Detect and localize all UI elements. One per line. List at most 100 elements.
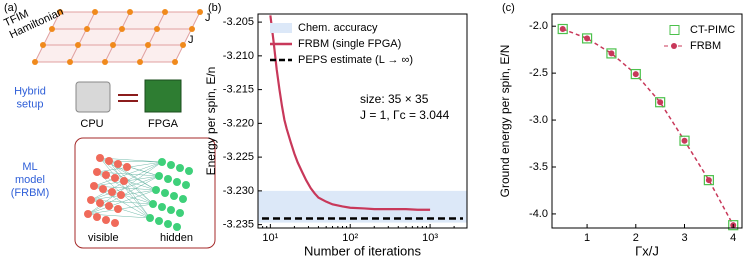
connection <box>87 189 157 215</box>
y-tick-label: -3.220 <box>223 117 254 129</box>
hidden-unit <box>164 175 172 183</box>
legend-label: PEPS estimate (L → ∞) <box>298 54 413 66</box>
hidden-unit <box>176 164 184 172</box>
hidden-unit <box>149 200 157 208</box>
x-tick-label: 2 <box>633 232 639 244</box>
hidden-unit <box>158 158 166 166</box>
hidden-unit <box>170 192 178 200</box>
visible-unit <box>120 177 128 185</box>
connection <box>108 160 151 219</box>
y-tick-label: -2.0 <box>529 20 548 32</box>
visible-unit <box>87 196 95 204</box>
visible-label: visible <box>88 232 119 244</box>
hidden-unit <box>158 203 166 211</box>
annotation: size: 35 × 35 <box>360 92 429 106</box>
hidden-unit <box>167 161 175 169</box>
model-label: ML model (FRBM) <box>11 161 50 199</box>
hidden-unit <box>182 181 190 189</box>
visible-unit <box>123 163 131 171</box>
hidden-unit <box>155 217 163 225</box>
legend-label: CT-PIMC <box>690 24 735 36</box>
marker <box>630 68 641 80</box>
plot: -3.205 -3.210 -3.215 -3.220 -3.225 -3.230 -3.2… <box>204 13 468 256</box>
hidden-unit <box>152 186 160 194</box>
cpu-label: CPU <box>80 118 103 130</box>
bond-label: J <box>205 12 211 24</box>
marker <box>632 71 639 78</box>
y-tick-label: -4.0 <box>529 208 548 220</box>
visible-unit <box>111 174 119 182</box>
y-tick-label: -3.225 <box>223 151 254 163</box>
hidden-unit <box>155 172 163 180</box>
panel-label: (c) <box>502 2 515 14</box>
y-tick-label: -3.5 <box>529 161 548 173</box>
legend-label: FRBM (single FPGA) <box>298 38 401 50</box>
y-tick-label: -3.235 <box>223 219 254 231</box>
panel-label: (a) <box>4 2 17 14</box>
visible-unit <box>96 199 104 207</box>
marker <box>606 48 617 59</box>
model-box <box>74 137 216 249</box>
plot: -2.0 -2.5 -3.0 -3.5 -4.0 1 2 3 4 Γx/J Ground energ… <box>498 13 743 256</box>
marker <box>705 177 712 184</box>
visible-unit <box>102 171 110 179</box>
marker <box>703 175 714 186</box>
y-axis-label: Energy per spin, E/n <box>204 67 218 176</box>
visible-unit <box>117 191 125 199</box>
visible-unit <box>105 202 113 210</box>
lattice <box>34 11 201 63</box>
fpga-icon <box>144 79 182 113</box>
legend-swatch <box>669 25 680 35</box>
hidden-unit <box>179 195 187 203</box>
visible-unit <box>99 185 107 193</box>
spins <box>32 9 203 65</box>
x-tick-label: 10³ <box>422 232 438 244</box>
x-tick-label: 10² <box>342 232 358 244</box>
panel-a: (a) TFIMHamiltonian J J Hybrid setup CPU … <box>2 2 216 249</box>
marker <box>557 23 568 35</box>
marker <box>581 33 593 44</box>
visible-unit <box>84 210 92 218</box>
x-tick-label: 3 <box>681 232 687 244</box>
y-tick-label: -3.210 <box>223 50 254 62</box>
hidden-unit <box>185 167 193 175</box>
connection <box>108 160 154 205</box>
visible-unit <box>111 219 119 227</box>
marker <box>657 99 664 106</box>
hidden-unit <box>161 189 169 197</box>
setup-label: Hybrid setup <box>14 85 46 110</box>
y-tick-label: -3.215 <box>223 84 254 96</box>
series-line <box>269 15 431 211</box>
y-axis-label: Ground energy per spin, E/N <box>498 45 512 198</box>
plot-area <box>562 28 734 226</box>
x-tick-label: 4 <box>730 232 736 244</box>
y-tick-label: -3.230 <box>223 185 254 197</box>
marker <box>728 220 739 231</box>
visible-unit <box>114 205 122 213</box>
x-tick-label: 10¹ <box>262 232 278 244</box>
y-tick-label: -2.5 <box>529 67 548 79</box>
marker <box>608 50 615 57</box>
cpu-icon <box>75 81 111 113</box>
legend-label: FRBM <box>690 40 721 52</box>
marker <box>559 26 566 33</box>
link <box>118 94 138 102</box>
network <box>84 154 193 231</box>
visible-unit <box>90 182 98 190</box>
plot-area <box>258 15 467 223</box>
legend-swatch <box>671 43 677 49</box>
hidden-unit <box>167 206 175 214</box>
x-axis-label: Γx/J <box>635 243 659 256</box>
hidden-label: hidden <box>160 232 193 244</box>
marker <box>584 35 591 42</box>
panel-label: (b) <box>208 2 221 14</box>
visible-unit <box>93 213 101 221</box>
hidden-unit <box>176 209 184 217</box>
marker <box>681 137 688 144</box>
hidden-unit <box>173 178 181 186</box>
legend-label: Chem. accuracy <box>298 22 378 34</box>
visible-unit <box>102 216 110 224</box>
hidden-unit <box>164 220 172 228</box>
visible-unit <box>105 157 113 165</box>
marker <box>679 135 690 146</box>
